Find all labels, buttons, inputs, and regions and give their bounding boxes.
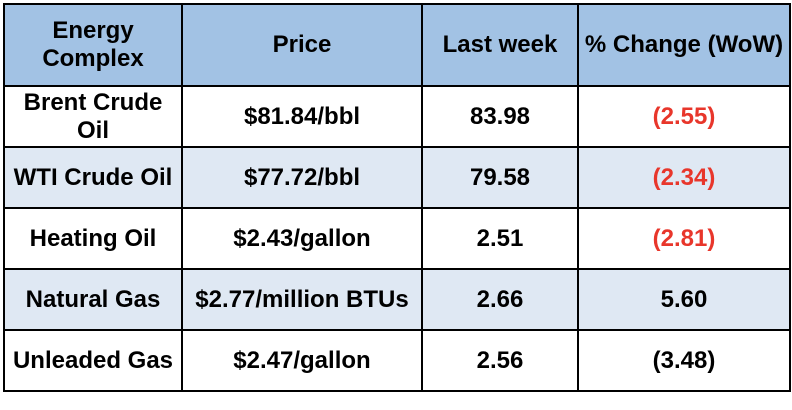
column-header-percent-change: % Change (WoW) [577,3,791,87]
last-week-cell: 2.66 [421,268,579,331]
last-week-cell: 2.51 [421,207,579,270]
commodity-name-cell: Natural Gas [3,268,183,331]
table-row: Unleaded Gas $2.47/gallon 2.56 (3.48) [3,329,791,392]
column-header-last-week: Last week [421,3,579,87]
table-row: WTI Crude Oil $77.72/bbl 79.58 (2.34) [3,146,791,209]
energy-price-table: Energy Complex Price Last week % Change … [3,3,791,392]
column-header-energy-complex: Energy Complex [3,3,183,87]
price-cell: $2.77/million BTUs [181,268,423,331]
column-header-price: Price [181,3,423,87]
price-cell: $81.84/bbl [181,85,423,148]
percent-change-cell: (2.34) [577,146,791,209]
price-cell: $2.43/gallon [181,207,423,270]
last-week-cell: 2.56 [421,329,579,392]
last-week-cell: 79.58 [421,146,579,209]
price-cell: $77.72/bbl [181,146,423,209]
commodity-name-cell: Heating Oil [3,207,183,270]
commodity-name-cell: Brent Crude Oil [3,85,183,148]
percent-change-cell: (2.81) [577,207,791,270]
table-row: Brent Crude Oil $81.84/bbl 83.98 (2.55) [3,85,791,148]
commodity-name-cell: WTI Crude Oil [3,146,183,209]
last-week-cell: 83.98 [421,85,579,148]
table-header-row: Energy Complex Price Last week % Change … [3,3,791,87]
percent-change-cell: (2.55) [577,85,791,148]
percent-change-cell: (3.48) [577,329,791,392]
percent-change-cell: 5.60 [577,268,791,331]
commodity-name-cell: Unleaded Gas [3,329,183,392]
table-row: Heating Oil $2.43/gallon 2.51 (2.81) [3,207,791,270]
price-cell: $2.47/gallon [181,329,423,392]
table-row: Natural Gas $2.77/million BTUs 2.66 5.60 [3,268,791,331]
